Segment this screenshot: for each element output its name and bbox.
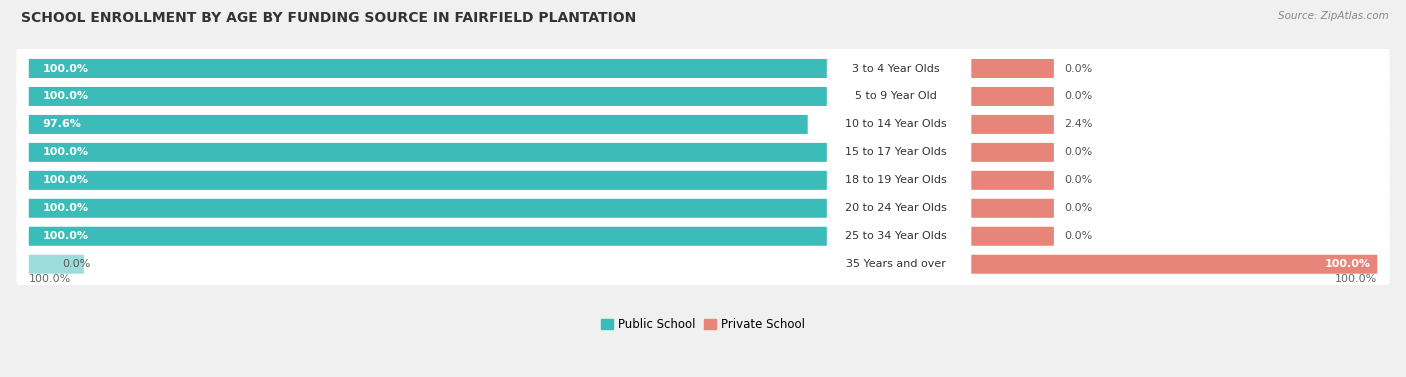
FancyBboxPatch shape: [972, 87, 1054, 106]
Text: 15 to 17 Year Olds: 15 to 17 Year Olds: [845, 147, 946, 157]
Text: 18 to 19 Year Olds: 18 to 19 Year Olds: [845, 175, 946, 185]
FancyBboxPatch shape: [28, 115, 807, 134]
FancyBboxPatch shape: [28, 227, 827, 246]
Text: 100.0%: 100.0%: [1324, 259, 1371, 269]
Text: 0.0%: 0.0%: [1064, 63, 1092, 74]
Legend: Public School, Private School: Public School, Private School: [600, 318, 806, 331]
FancyBboxPatch shape: [972, 199, 1054, 218]
FancyBboxPatch shape: [28, 199, 827, 218]
FancyBboxPatch shape: [972, 171, 1054, 190]
Text: 100.0%: 100.0%: [42, 231, 89, 241]
Text: 3 to 4 Year Olds: 3 to 4 Year Olds: [852, 63, 939, 74]
Text: 100.0%: 100.0%: [42, 203, 89, 213]
Text: 35 Years and over: 35 Years and over: [845, 259, 946, 269]
FancyBboxPatch shape: [972, 227, 1054, 246]
Text: 100.0%: 100.0%: [42, 147, 89, 157]
Text: 2.4%: 2.4%: [1064, 120, 1092, 129]
FancyBboxPatch shape: [972, 143, 1054, 162]
FancyBboxPatch shape: [28, 59, 827, 78]
FancyBboxPatch shape: [28, 171, 827, 190]
FancyBboxPatch shape: [17, 63, 1389, 130]
Text: 10 to 14 Year Olds: 10 to 14 Year Olds: [845, 120, 946, 129]
FancyBboxPatch shape: [28, 143, 827, 162]
Text: 0.0%: 0.0%: [62, 259, 90, 269]
FancyBboxPatch shape: [17, 231, 1389, 297]
FancyBboxPatch shape: [17, 203, 1389, 270]
Text: 100.0%: 100.0%: [28, 274, 72, 284]
FancyBboxPatch shape: [17, 91, 1389, 158]
Text: 5 to 9 Year Old: 5 to 9 Year Old: [855, 92, 936, 101]
Text: SCHOOL ENROLLMENT BY AGE BY FUNDING SOURCE IN FAIRFIELD PLANTATION: SCHOOL ENROLLMENT BY AGE BY FUNDING SOUR…: [21, 11, 637, 25]
FancyBboxPatch shape: [17, 147, 1389, 214]
FancyBboxPatch shape: [17, 35, 1389, 102]
Text: Source: ZipAtlas.com: Source: ZipAtlas.com: [1278, 11, 1389, 21]
Text: 25 to 34 Year Olds: 25 to 34 Year Olds: [845, 231, 946, 241]
Text: 0.0%: 0.0%: [1064, 92, 1092, 101]
Text: 100.0%: 100.0%: [42, 92, 89, 101]
FancyBboxPatch shape: [972, 255, 1378, 274]
FancyBboxPatch shape: [28, 255, 84, 274]
FancyBboxPatch shape: [17, 175, 1389, 242]
Text: 0.0%: 0.0%: [1064, 231, 1092, 241]
Text: 20 to 24 Year Olds: 20 to 24 Year Olds: [845, 203, 946, 213]
FancyBboxPatch shape: [972, 59, 1054, 78]
Text: 0.0%: 0.0%: [1064, 203, 1092, 213]
Text: 100.0%: 100.0%: [42, 63, 89, 74]
FancyBboxPatch shape: [28, 87, 827, 106]
Text: 0.0%: 0.0%: [1064, 147, 1092, 157]
Text: 0.0%: 0.0%: [1064, 175, 1092, 185]
Text: 97.6%: 97.6%: [42, 120, 82, 129]
Text: 100.0%: 100.0%: [42, 175, 89, 185]
FancyBboxPatch shape: [17, 119, 1389, 185]
FancyBboxPatch shape: [972, 115, 1054, 134]
Text: 100.0%: 100.0%: [1334, 274, 1378, 284]
